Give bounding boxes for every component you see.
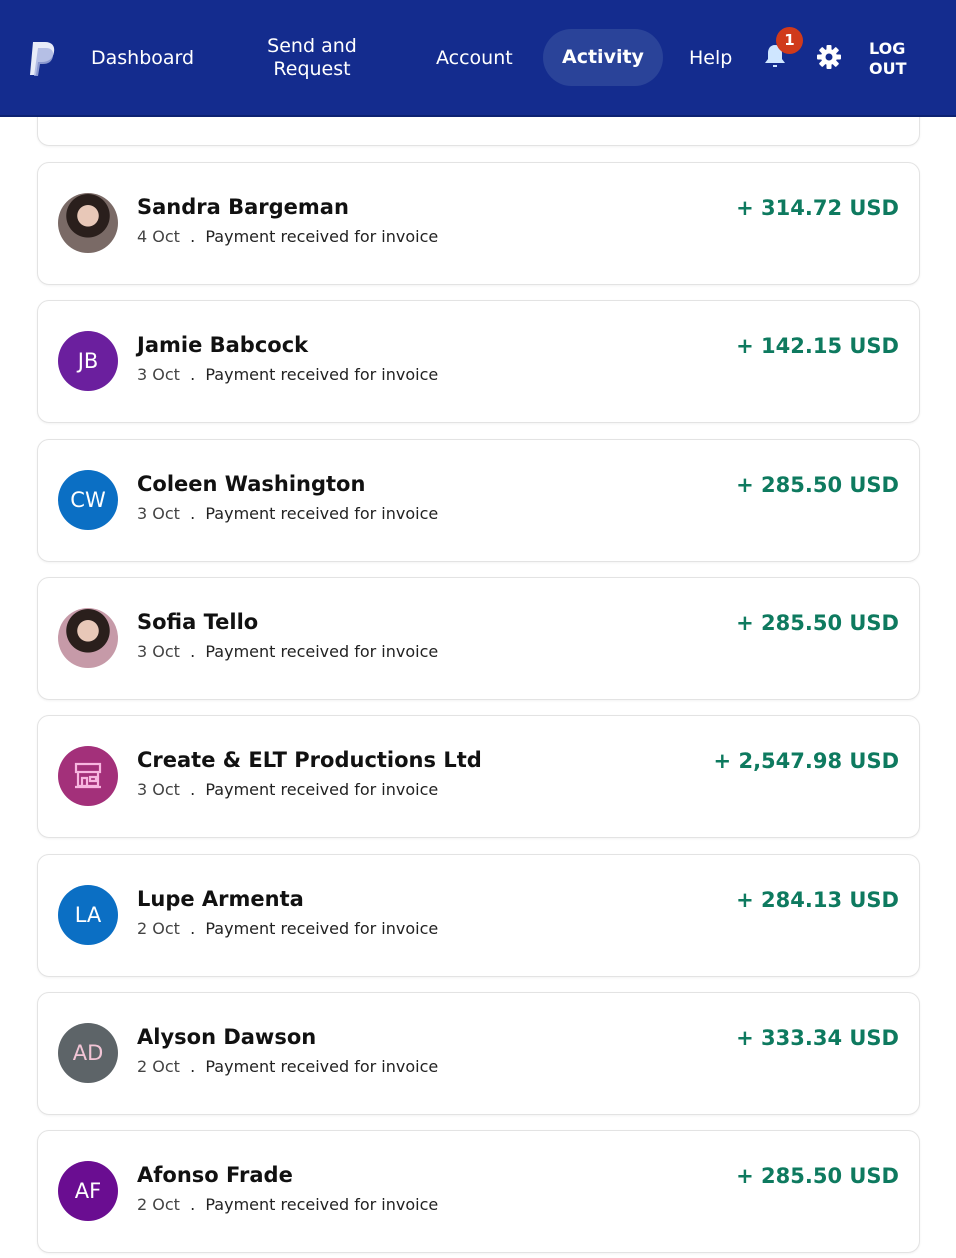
payer-name: Alyson Dawson [137,1024,317,1049]
transaction-details: 2 Oct . Payment received for invoice [137,918,439,938]
transaction-description: Payment received for invoice [205,1056,439,1076]
transaction-date: 3 Oct [137,641,180,661]
payer-name: Create & ELT Productions Ltd [137,748,482,773]
store-icon [58,746,118,807]
transaction-date: 4 Oct [137,227,180,246]
avatar-photo [58,607,118,668]
transaction-date: 3 Oct [137,503,180,523]
transaction-amount: + 333.34 USD [736,1025,899,1050]
transaction-description: Payment received for invoice [205,918,439,938]
transaction-description: Payment received for invoice [205,641,439,661]
logout-button[interactable]: LOG OUT [869,39,907,78]
nav-dashboard[interactable]: Dashboard [91,47,195,69]
avatar: LA [58,884,118,945]
payer-name: Coleen Washington [137,471,366,496]
nav-send-and-request[interactable]: Send and Request [267,35,357,80]
transaction-card[interactable]: AD Alyson Dawson 2 Oct . Payment received… [37,991,920,1115]
transaction-details: 2 Oct . Payment received for invoice [137,1195,439,1215]
payer-name: Afonso Frade [137,1163,293,1188]
transaction-amount: + 284.13 USD [736,887,899,912]
transaction-amount: + 314.72 USD [736,196,899,220]
avatar: CW [58,469,118,530]
payer-name: Sofia Tello [137,609,259,634]
transaction-description: Payment received for invoice [205,1195,439,1215]
transaction-card[interactable]: Sandra Bargeman 4 Oct . Payment received… [37,162,920,285]
notification-badge: 1 [776,27,803,54]
gear-icon[interactable] [816,44,842,70]
transaction-details: 3 Oct . Payment received for invoice [137,503,439,523]
transaction-date: 3 Oct [137,365,180,385]
transaction-card[interactable]: Sofia Tello 3 Oct . Payment received for… [37,576,920,700]
transaction-card[interactable]: Create & ELT Productions Ltd 3 Oct . Pay… [37,715,920,839]
transaction-date: 3 Oct [137,780,180,800]
nav-help[interactable]: Help [689,47,733,69]
transaction-description: Payment received for invoice [205,227,439,246]
transaction-amount: + 285.50 USD [736,472,899,497]
transaction-details: 3 Oct . Payment received for invoice [137,365,439,385]
nav-account[interactable]: Account [436,47,513,69]
transaction-details: 3 Oct . Payment received for invoice [137,780,439,800]
transaction-date: 2 Oct [137,918,180,938]
payer-name: Sandra Bargeman [137,195,349,219]
transaction-amount: + 285.50 USD [736,1164,899,1189]
transaction-amount: + 285.50 USD [736,610,899,635]
avatar: AF [58,1161,118,1222]
transaction-description: Payment received for invoice [205,780,439,800]
transaction-amount: + 2,547.98 USD [713,749,899,774]
transaction-card[interactable]: CW Coleen Washington 3 Oct . Payment rece… [37,438,920,562]
transaction-description: Payment received for invoice [205,503,439,523]
avatar: AD [58,1022,118,1083]
nav-activity[interactable]: Activity [543,29,663,86]
transaction-details: 4 Oct . Payment received for invoice [137,227,439,246]
transaction-description: Payment received for invoice [205,365,439,385]
transaction-card[interactable]: LA Lupe Armenta 2 Oct . Payment received … [37,853,920,977]
transaction-amount: + 142.15 USD [736,334,899,359]
transaction-card[interactable]: JB Jamie Babcock 3 Oct . Payment received… [37,300,920,424]
transaction-date: 2 Oct [137,1056,180,1076]
paypal-logo[interactable] [27,40,57,78]
transaction-details: 3 Oct . Payment received for invoice [137,641,439,661]
avatar-photo [58,193,118,253]
avatar: JB [58,331,118,392]
transaction-details: 2 Oct . Payment received for invoice [137,1056,439,1076]
payer-name: Lupe Armenta [137,886,304,911]
top-nav: Dashboard Send and Request Account Activ… [0,0,956,117]
transaction-date: 2 Oct [137,1195,180,1215]
payer-name: Jamie Babcock [137,333,309,358]
transaction-card[interactable]: AF Afonso Frade 2 Oct . Payment received … [37,1130,920,1254]
